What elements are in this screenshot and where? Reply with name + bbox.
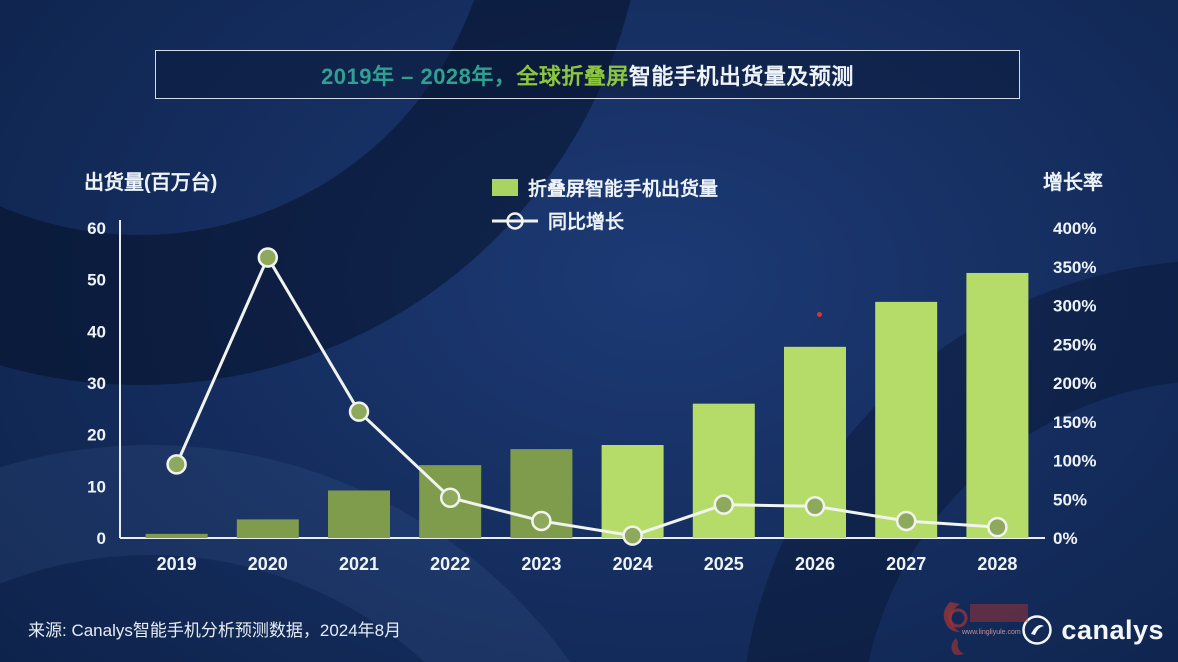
growth-line bbox=[175, 254, 998, 538]
growth-marker-2025 bbox=[713, 494, 735, 515]
x-tick-label-2024: 2024 bbox=[613, 554, 653, 574]
growth-marker-2019 bbox=[166, 454, 187, 475]
chart-title: 2019年 – 2028年， 全球折叠屏 智能手机出货量及预测 bbox=[155, 50, 1020, 99]
bar-2025 bbox=[692, 403, 755, 538]
canalys-logo: canalys bbox=[1021, 614, 1164, 646]
watermark: www.lingliyule.com bbox=[936, 594, 1056, 656]
bar-swatch-icon bbox=[492, 179, 518, 196]
x-tick-label-2020: 2020 bbox=[248, 554, 288, 574]
x-tick-label-2027: 2027 bbox=[886, 554, 926, 574]
right-axis-title: 增长率 bbox=[1043, 172, 1103, 194]
bar-2021 bbox=[328, 490, 390, 538]
left-tick-label: 0 bbox=[97, 529, 106, 548]
right-tick-label: 50% bbox=[1053, 490, 1087, 509]
growth-marker-2028 bbox=[987, 516, 1008, 538]
left-tick-label: 20 bbox=[87, 426, 106, 445]
watermark-url: www.lingliyule.com bbox=[962, 629, 1021, 636]
line-marker-icon bbox=[492, 211, 538, 230]
left-tick-label: 60 bbox=[87, 219, 106, 238]
bar-2020 bbox=[236, 519, 299, 538]
right-tick-label: 250% bbox=[1053, 335, 1096, 354]
red-dot bbox=[817, 312, 822, 317]
right-tick-label: 100% bbox=[1053, 452, 1096, 471]
growth-marker-2023 bbox=[531, 510, 552, 532]
source-note: 来源: Canalys智能手机分析预测数据，2024年8月 bbox=[28, 621, 402, 640]
right-tick-label: 350% bbox=[1053, 258, 1096, 277]
left-tick-label: 40 bbox=[87, 322, 106, 341]
canalys-wordmark: canalys bbox=[1061, 614, 1164, 645]
x-tick-label-2025: 2025 bbox=[704, 554, 744, 574]
title-rest: 智能手机出货量及预测 bbox=[628, 63, 854, 89]
x-tick-label-2019: 2019 bbox=[157, 554, 197, 574]
legend-bars-label: 折叠屏智能手机出货量 bbox=[528, 179, 719, 200]
canalys-icon bbox=[1022, 615, 1053, 645]
right-tick-label: 200% bbox=[1053, 374, 1096, 393]
legend-line-label: 同比增长 bbox=[548, 212, 625, 233]
growth-marker-2021 bbox=[348, 401, 370, 422]
x-tick-label-2021: 2021 bbox=[339, 554, 379, 574]
right-tick-label: 0% bbox=[1053, 529, 1078, 548]
x-tick-label-2022: 2022 bbox=[430, 554, 470, 574]
title-highlight: 全球折叠屏 bbox=[516, 63, 629, 89]
left-tick-label: 10 bbox=[87, 477, 106, 496]
x-tick-label-2023: 2023 bbox=[521, 554, 561, 574]
watermark-icon bbox=[943, 602, 1028, 655]
growth-marker-2022 bbox=[439, 487, 461, 508]
legend-item-line: 同比增长 bbox=[492, 207, 718, 234]
swirl-top-left bbox=[0, 0, 631, 385]
bar-2028 bbox=[966, 272, 1029, 538]
swirl-bottom-left bbox=[0, 445, 570, 662]
growth-marker-2020 bbox=[257, 247, 279, 268]
growth-marker-2027 bbox=[895, 510, 917, 532]
bar-2019 bbox=[145, 533, 208, 538]
legend: 折叠屏智能手机出货量 同比增长 bbox=[492, 174, 718, 234]
x-tick-label-2026: 2026 bbox=[795, 554, 835, 574]
right-tick-label: 300% bbox=[1053, 297, 1096, 316]
bar-2027 bbox=[875, 301, 938, 538]
growth-marker-2026 bbox=[804, 495, 826, 517]
legend-item-bars: 折叠屏智能手机出货量 bbox=[492, 174, 718, 201]
title-year-range: 2019年 – 2028年， bbox=[321, 63, 517, 89]
left-tick-label: 30 bbox=[87, 374, 106, 393]
growth-marker-2024 bbox=[622, 525, 643, 546]
right-tick-label: 150% bbox=[1053, 413, 1096, 432]
left-axis-title: 出货量(百万台) bbox=[84, 172, 218, 194]
left-tick-label: 50 bbox=[87, 271, 106, 290]
right-tick-label: 400% bbox=[1053, 219, 1096, 238]
x-tick-label-2028: 2028 bbox=[977, 554, 1017, 574]
bar-2024 bbox=[601, 445, 664, 538]
